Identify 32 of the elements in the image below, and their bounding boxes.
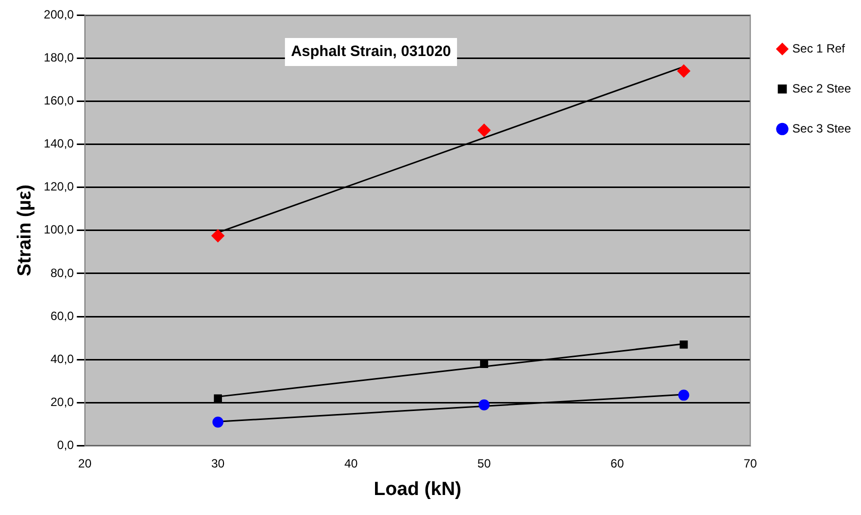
x-axis-title: Load (kN) [374,478,462,500]
y-tick-label: 140,0 [44,136,74,151]
x-tick-label: 30 [211,456,225,470]
x-tick-label: 70 [744,456,758,470]
point [480,360,488,368]
point [478,399,490,410]
point [680,340,688,349]
y-tick-label: 60,0 [50,308,74,323]
y-tick-label: 0,0 [57,438,74,452]
x-tick-label: 20 [78,456,92,470]
text: Asphalt Strain, 031020 [290,43,452,60]
y-axis-title: Strain (µε) [14,184,36,276]
point [211,229,224,242]
x-tick-label: 60 [610,456,624,470]
y-tick-label: 200,0 [44,7,74,22]
y-tick-label: 100,0 [44,222,74,237]
legend-label: Sec 3 Stee [792,121,852,136]
x-tick-label: 50 [477,456,492,470]
y-tick-label: 80,0 [50,266,74,280]
legend-label: Sec 2 Stee [792,81,852,96]
y-tick-label: 160,0 [44,93,74,108]
y-tick-label: 20,0 [50,395,74,410]
point [214,394,222,402]
point [212,416,224,428]
y-tick-label: 180,0 [44,50,74,64]
point [678,390,690,401]
x-tick-label: 40 [344,456,358,470]
y-tick-label: 40,0 [50,352,74,366]
point [677,64,690,78]
y-tick-label: 120,0 [44,180,74,194]
legend-label: Sec 1 Ref [792,41,846,56]
point [478,124,491,137]
